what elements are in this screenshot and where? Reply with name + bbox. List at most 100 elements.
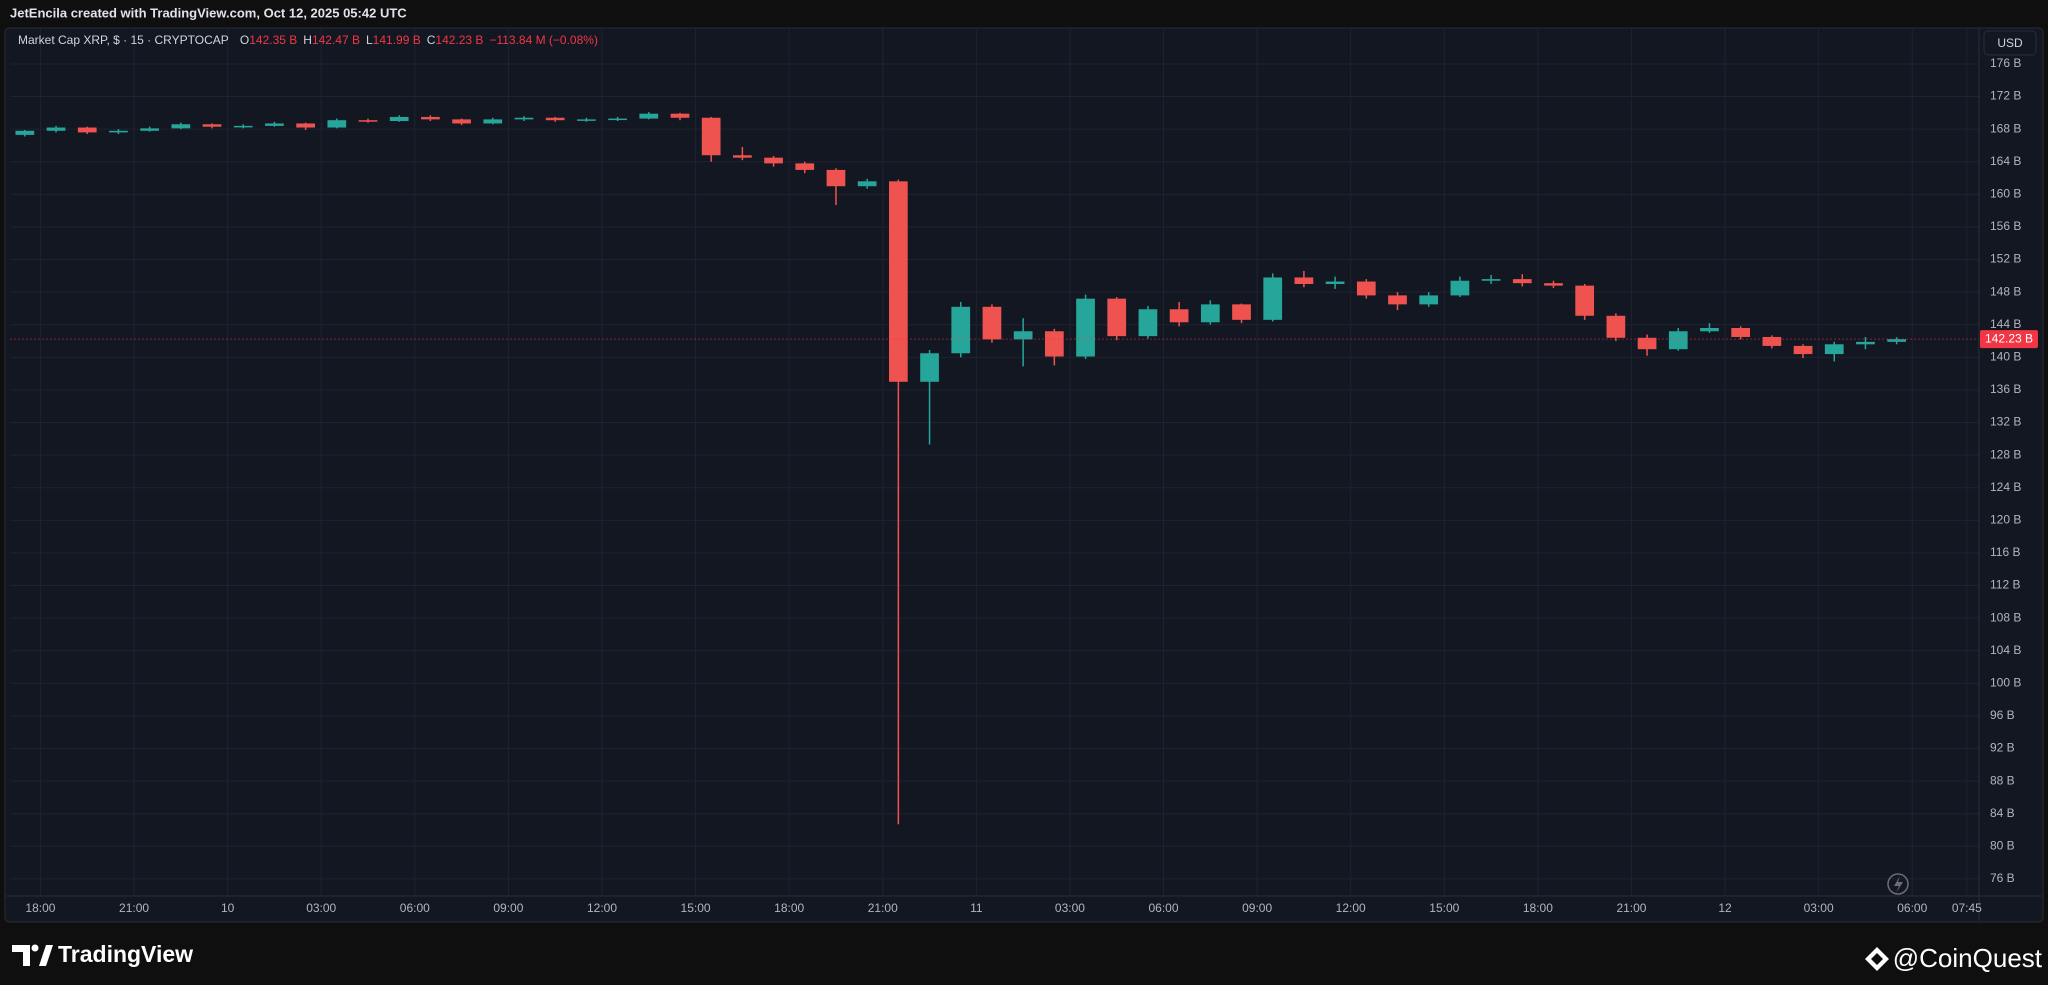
candle-body [1263,277,1283,320]
x-tick-label: 09:00 [1242,901,1272,915]
candle-body [1856,341,1875,345]
candle-body [1450,280,1470,296]
y-tick-label: 164 B [1990,154,2021,168]
x-tick-label: 03:00 [1055,901,1085,915]
y-tick-label: 176 B [1990,56,2021,70]
candle-body [1044,331,1064,357]
candle-body [140,128,159,131]
y-tick-label: 108 B [1990,610,2021,624]
x-tick-label: 06:00 [1897,901,1927,915]
candle-body [795,163,815,170]
watermark: @CoinQuest [1893,943,2043,973]
legend-value: 142.23 B [435,33,483,47]
candle-body [1169,309,1189,323]
candle-body [608,118,627,121]
legend-value: 142.47 B [312,33,360,47]
candle-body [1200,304,1220,323]
candle-body [857,181,877,187]
x-tick-label: 06:00 [400,901,430,915]
legend-value: 141.99 B [373,33,421,47]
legend-key: L [366,33,373,47]
y-tick-label: 112 B [1990,578,2020,592]
attribution: JetEncila created with TradingView.com, … [10,5,407,20]
candle-body [1575,285,1595,316]
candle-body [733,155,752,158]
candle-body [545,117,565,121]
x-tick-label: 21:00 [119,901,149,915]
y-tick-label: 88 B [1990,773,2015,787]
candle-body [265,123,284,126]
legend-key: O [240,33,249,47]
y-tick-label: 160 B [1990,187,2021,201]
y-tick-label: 80 B [1990,838,2015,852]
candle-body [670,113,690,118]
y-tick-label: 96 B [1990,708,2015,722]
x-tick-label: 18:00 [25,901,55,915]
candle-body [233,125,253,128]
candle-body [1544,283,1563,286]
last-price-label: 142.23 B [1985,331,2033,345]
y-tick-label: 168 B [1990,121,2021,135]
x-tick-label: 15:00 [681,901,711,915]
y-tick-label: 140 B [1990,350,2021,364]
candle-body [920,353,939,382]
candle-body [1512,279,1532,284]
x-tick-label: 18:00 [1523,901,1553,915]
candle-body [389,116,409,122]
x-tick-label: 21:00 [1616,901,1646,915]
candle-body [1887,339,1907,342]
y-tick-label: 120 B [1990,512,2021,526]
y-tick-label: 136 B [1990,382,2021,396]
x-tick-label: 11 [970,901,983,915]
candle-body [1637,337,1657,350]
candle-body [1419,295,1439,305]
symbol: Market Cap XRP, $ · 15 · CRYPTOCAP [18,33,229,47]
candle-body [296,123,315,128]
y-tick-label: 92 B [1990,741,2015,755]
legend: Market Cap XRP, $ · 15 · CRYPTOCAP O142.… [18,33,598,47]
y-tick-label: 144 B [1990,317,2021,331]
candle-body [826,169,846,187]
candle-body [764,157,783,164]
candle-body [1076,298,1095,357]
brand: TradingView [58,941,193,967]
candle-body [514,117,534,120]
candle-body [421,116,440,120]
candle-body [77,127,97,133]
y-tick-label: 152 B [1990,252,2021,266]
x-tick-label: 10 [221,901,235,915]
go-live-bolt [1894,876,1903,893]
x-tick-label: 15:00 [1429,901,1459,915]
watermark-icon [1865,947,1889,971]
legend-key: C [427,33,436,47]
candle-body [327,120,347,128]
currency-button[interactable] [1983,30,2037,56]
y-tick-label: 116 B [1990,545,2020,559]
candle-body [1013,331,1033,340]
last-price-badge [1980,330,2038,349]
legend-value: 142.35 B [249,33,297,47]
x-tick-label: 18:00 [774,901,804,915]
candle-body [1762,336,1782,346]
x-tick-label: 09:00 [493,901,523,915]
y-tick-label: 76 B [1990,871,2015,885]
y-tick-label: 124 B [1990,480,2021,494]
x-tick-label: 03:00 [306,901,336,915]
grid [10,29,1979,896]
candle-body [1824,344,1844,355]
candle-body [982,306,1002,340]
legend-key: H [303,33,312,47]
y-tick-label: 100 B [1990,675,2021,689]
candle-body [1606,315,1626,338]
candle-body [483,119,503,124]
x-tick-label: 12:00 [587,901,617,915]
candle-body [1700,327,1719,332]
currency[interactable]: USD [1997,36,2023,50]
y-tick-label: 156 B [1990,219,2021,233]
candle-body [888,181,908,382]
y-tick-label: 104 B [1990,643,2021,657]
y-tick-label: 148 B [1990,284,2021,298]
go-live-icon[interactable] [1887,873,1909,895]
